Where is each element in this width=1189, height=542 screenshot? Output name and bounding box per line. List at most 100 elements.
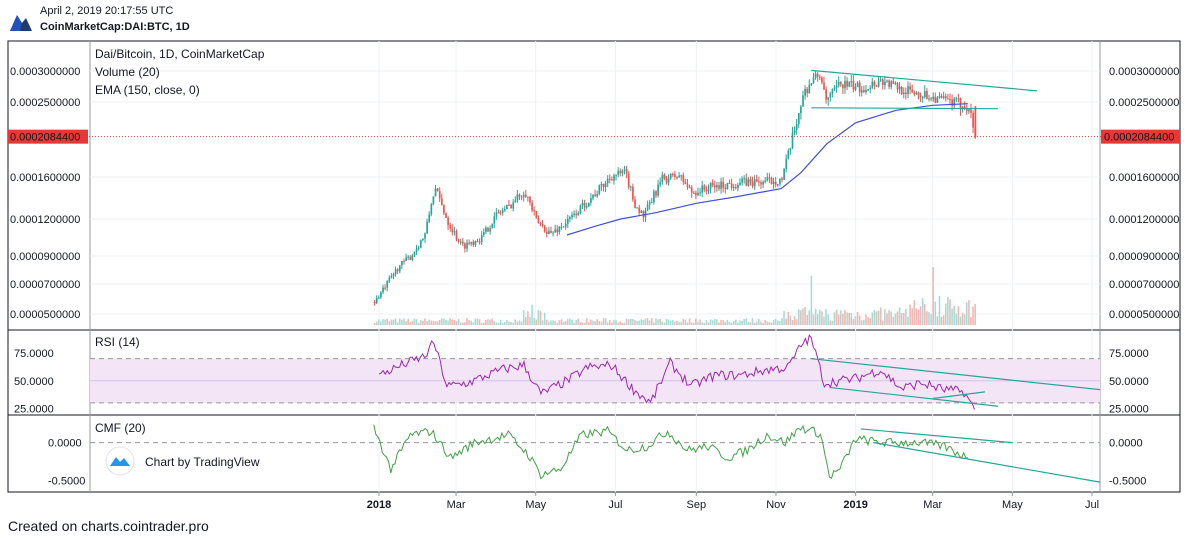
volume-bar xyxy=(797,309,800,325)
candle xyxy=(730,183,733,188)
candle xyxy=(659,182,662,185)
volume-bar xyxy=(380,321,382,325)
candle xyxy=(537,217,540,224)
price-tick-right: 0.0000900000 xyxy=(1109,251,1179,263)
rsi-trendline-short xyxy=(932,391,985,400)
volume-bar xyxy=(760,321,762,325)
volume-bar xyxy=(674,321,676,325)
candle xyxy=(514,200,517,203)
volume-bar xyxy=(871,312,874,325)
volume-bar xyxy=(501,322,504,325)
volume-bar xyxy=(837,314,840,325)
volume-bar xyxy=(783,311,785,325)
candle xyxy=(455,231,458,240)
candle xyxy=(745,178,748,186)
candle xyxy=(489,228,491,232)
candle xyxy=(432,196,435,205)
x-tick-label: Mar xyxy=(447,499,466,511)
candle xyxy=(642,210,645,218)
candle xyxy=(760,182,762,185)
volume-bar xyxy=(902,313,905,325)
candle xyxy=(590,198,592,203)
candle xyxy=(854,87,857,90)
volume-bar xyxy=(692,322,695,325)
volume-bar xyxy=(623,322,626,325)
volume-bar xyxy=(611,322,613,325)
price-tick-left: 0.0003000000 xyxy=(10,66,80,78)
volume-bar xyxy=(587,322,590,325)
volume-bar xyxy=(863,319,865,325)
candle xyxy=(818,76,821,78)
timestamp: April 2, 2019 20:17:55 UTC xyxy=(40,5,174,17)
candle xyxy=(919,95,922,98)
candle xyxy=(518,194,521,197)
cmf-tick-left: 0.0000 xyxy=(48,438,82,450)
volume-bar xyxy=(419,320,422,325)
candle xyxy=(905,92,907,95)
candle xyxy=(617,170,620,175)
volume-bar xyxy=(648,320,651,325)
candle xyxy=(764,180,767,182)
volume-bar xyxy=(938,296,941,325)
cmf-trendline-lower xyxy=(873,442,1101,483)
cloud-icon xyxy=(110,457,130,466)
volume-bar xyxy=(548,322,550,325)
candle xyxy=(443,205,445,214)
volume-bar xyxy=(785,318,787,325)
candle xyxy=(751,181,754,187)
volume-bar xyxy=(894,313,897,325)
candle xyxy=(968,109,970,112)
candle xyxy=(965,108,968,112)
volume-bar xyxy=(745,318,748,325)
candle xyxy=(795,124,798,130)
candle xyxy=(401,260,403,266)
candle xyxy=(411,255,414,260)
volume-bar xyxy=(947,297,949,325)
volume-bar xyxy=(522,310,525,325)
price-tick-right: 0.0000500000 xyxy=(1109,309,1179,321)
volume-bar xyxy=(558,320,561,325)
tradingview-watermark xyxy=(105,446,135,476)
volume-bar xyxy=(963,314,966,325)
volume-bar xyxy=(520,321,523,325)
candle xyxy=(697,192,699,196)
candle xyxy=(720,181,722,189)
candle xyxy=(373,302,376,304)
volume-bar xyxy=(493,321,496,325)
volume-bar xyxy=(812,314,815,325)
volume-bar xyxy=(806,315,808,325)
volume-bar xyxy=(818,309,821,325)
candle xyxy=(938,96,941,98)
volume-bar xyxy=(896,311,899,325)
candle xyxy=(831,88,834,94)
volume-bar xyxy=(436,321,439,325)
candle xyxy=(581,203,584,206)
candle xyxy=(464,243,466,249)
candle xyxy=(808,84,811,94)
candle xyxy=(382,287,384,293)
volume-bar xyxy=(749,322,752,325)
candle xyxy=(802,95,804,107)
candle xyxy=(640,210,643,213)
volume-bar xyxy=(873,310,876,325)
candle xyxy=(955,98,958,100)
volume-bar xyxy=(688,318,691,325)
candle xyxy=(917,92,920,96)
volume-bar xyxy=(508,321,510,325)
candle xyxy=(726,182,729,189)
volume-bar xyxy=(890,311,892,325)
candle xyxy=(608,178,611,180)
volume-bar xyxy=(680,321,682,325)
candle xyxy=(932,96,935,100)
volume-bar xyxy=(478,319,481,325)
rsi-tick-left: 25.0000 xyxy=(14,403,54,415)
volume-bar xyxy=(854,316,857,325)
volume-bar xyxy=(562,321,565,325)
chart-frame xyxy=(7,40,1181,493)
volume-bar xyxy=(869,318,871,325)
candle xyxy=(881,79,884,86)
candle xyxy=(627,173,630,188)
volume-bar xyxy=(569,318,571,325)
volume-bar xyxy=(793,316,796,325)
